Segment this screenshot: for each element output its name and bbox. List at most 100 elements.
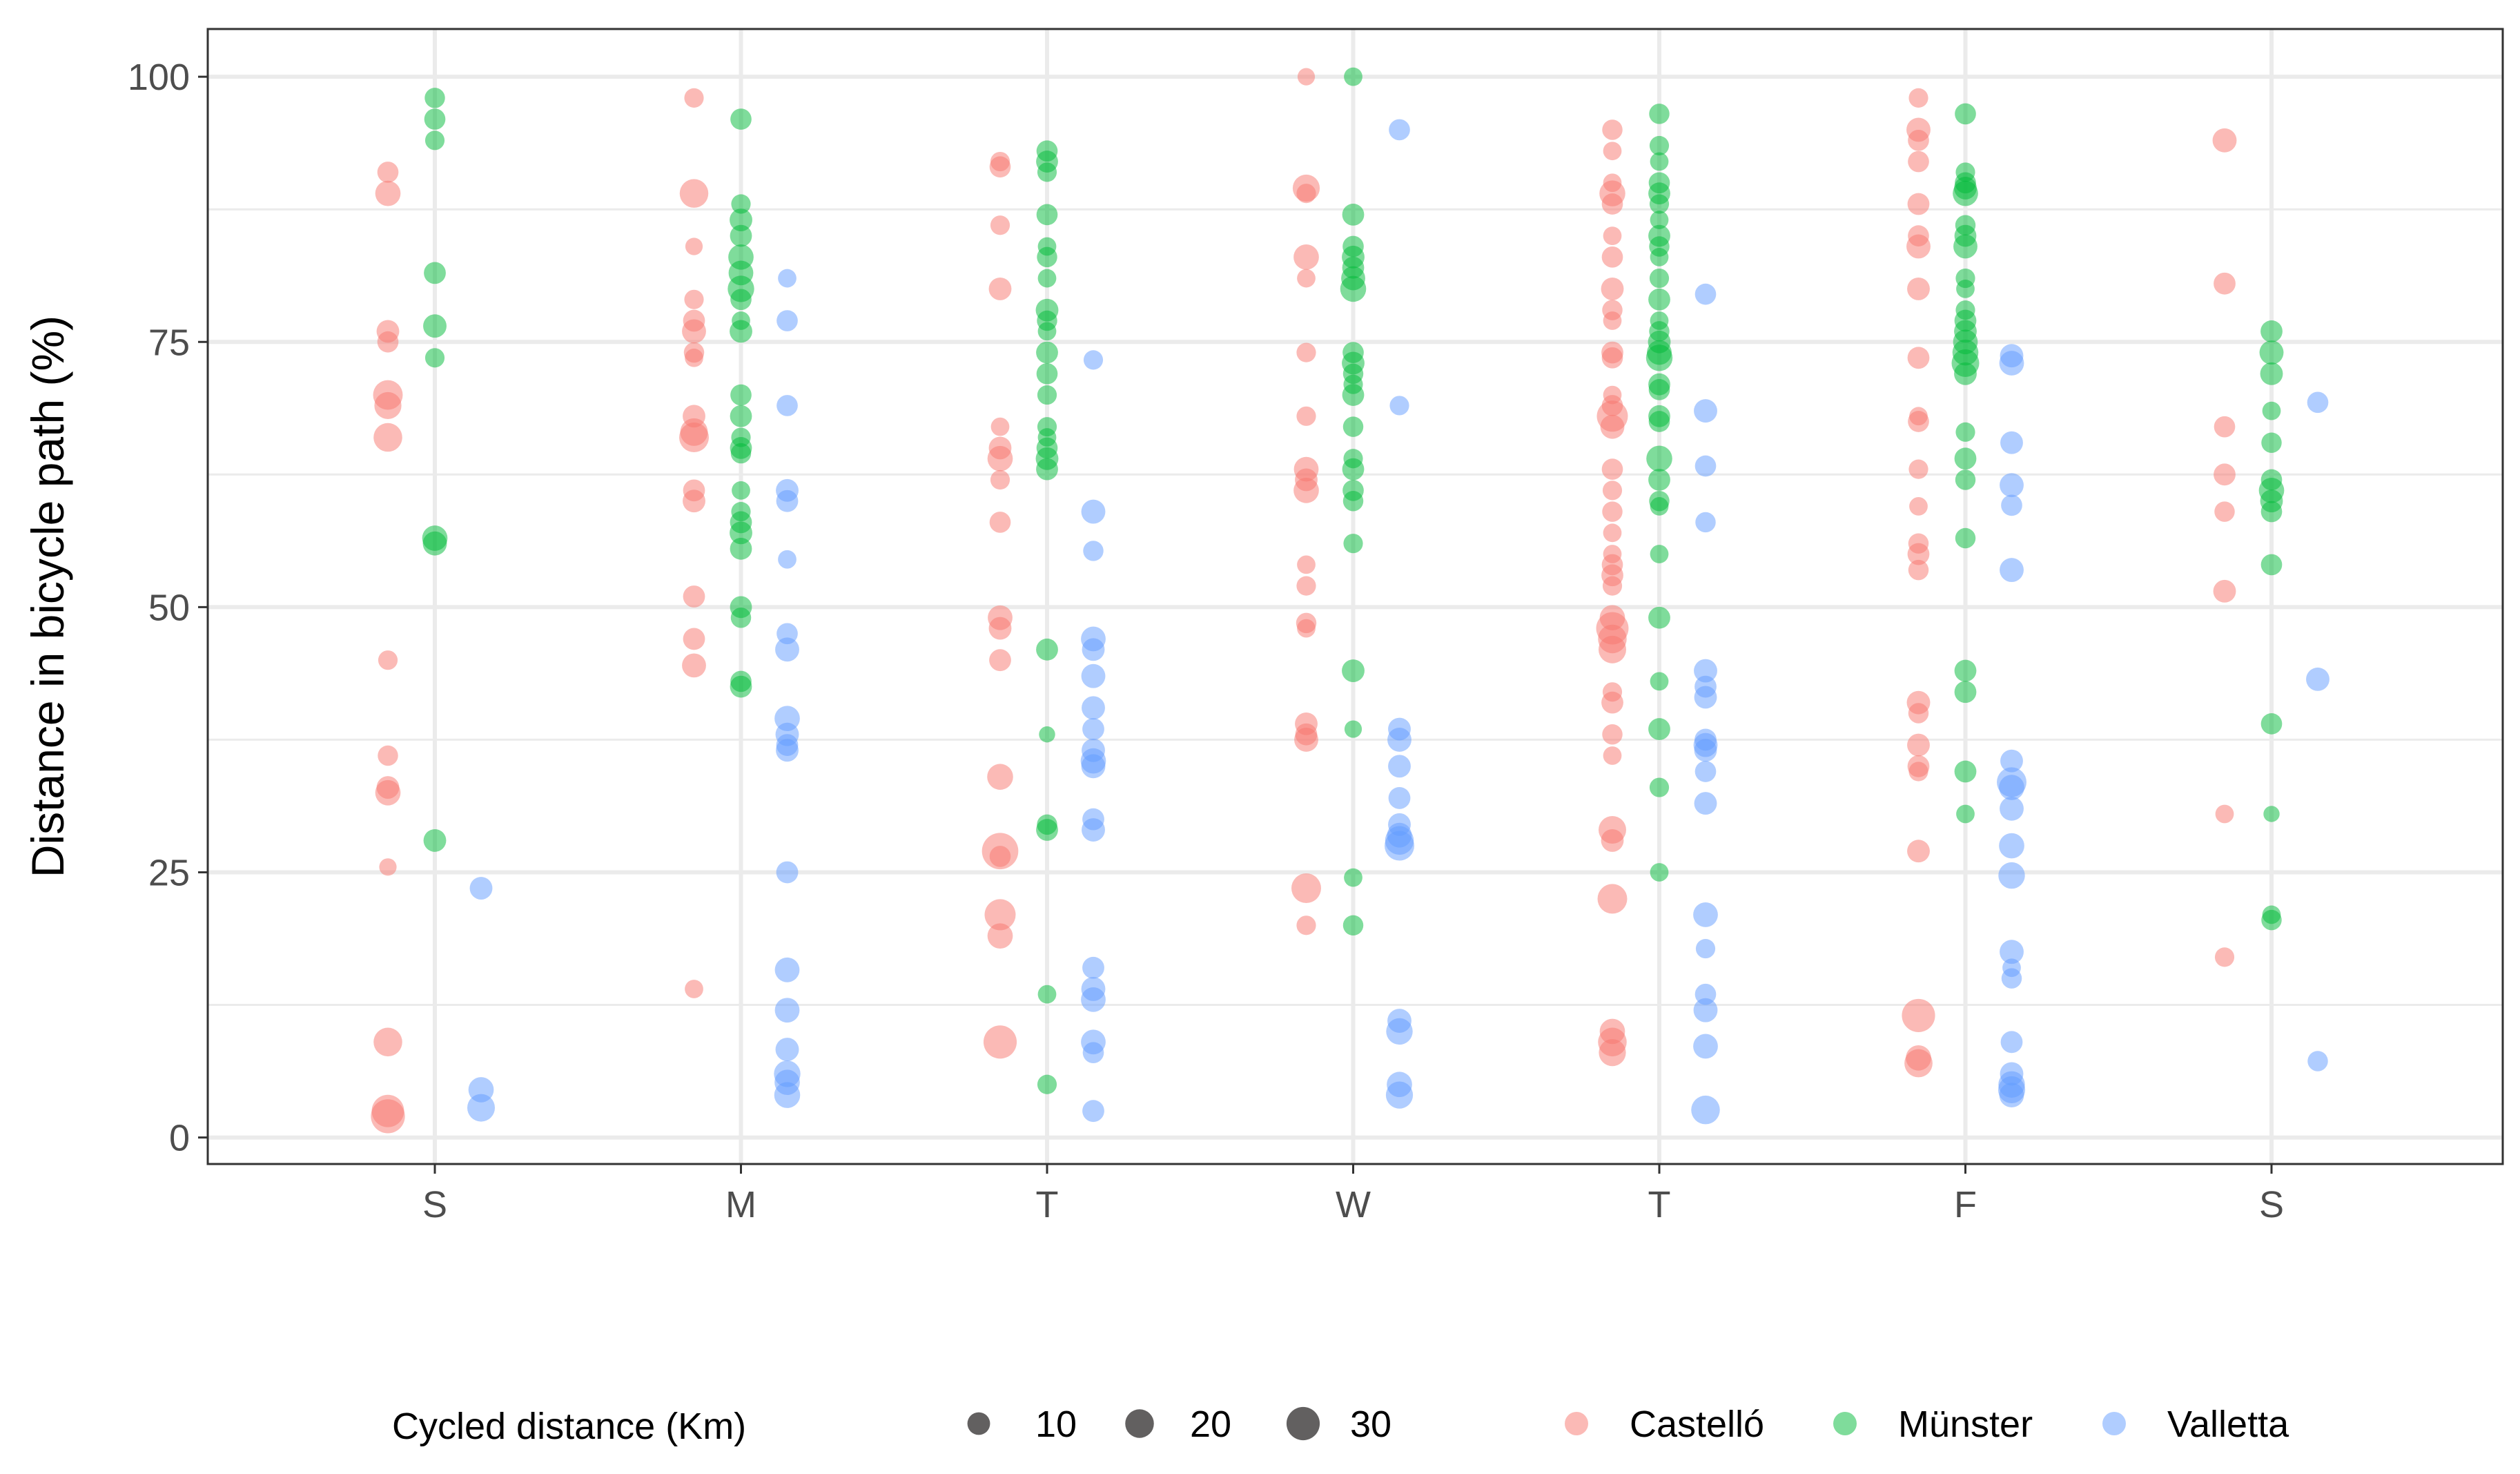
data-point xyxy=(1342,416,1364,437)
data-point xyxy=(1297,555,1316,574)
data-point xyxy=(1081,754,1106,779)
data-point xyxy=(990,469,1010,490)
data-point xyxy=(2307,1051,2328,1071)
data-point xyxy=(778,550,797,569)
data-point xyxy=(1648,606,1670,629)
data-point xyxy=(2000,558,2024,583)
data-point xyxy=(375,180,401,206)
data-point xyxy=(1695,512,1716,533)
data-point xyxy=(1601,691,1623,714)
data-point xyxy=(1601,828,1624,852)
data-point xyxy=(373,423,402,452)
data-point xyxy=(378,650,398,670)
data-point xyxy=(987,445,1013,472)
color-legend-label: Castelló xyxy=(1630,1404,1764,1445)
data-point xyxy=(1602,501,1623,522)
x-tick-label: T xyxy=(1648,1184,1671,1225)
data-point xyxy=(2000,749,2023,773)
data-point xyxy=(1036,819,1058,841)
data-point xyxy=(1902,998,1935,1032)
data-point xyxy=(1291,873,1321,904)
data-point xyxy=(1694,399,1717,423)
data-point xyxy=(1293,478,1319,503)
data-point xyxy=(1694,739,1717,762)
data-point xyxy=(732,481,750,500)
data-point xyxy=(379,858,397,876)
data-point xyxy=(1603,226,1622,245)
data-point xyxy=(1650,247,1669,266)
data-point xyxy=(2261,909,2282,931)
data-point xyxy=(1082,638,1105,661)
data-point xyxy=(987,923,1013,949)
data-point xyxy=(1385,1081,1414,1109)
data-point xyxy=(730,443,752,464)
data-point xyxy=(1694,283,1717,305)
data-point xyxy=(774,998,800,1023)
data-point xyxy=(2214,501,2235,522)
data-point xyxy=(1907,543,1930,565)
data-point xyxy=(1649,268,1670,289)
data-point xyxy=(377,331,399,353)
data-point xyxy=(683,585,705,608)
data-point xyxy=(983,1025,1017,1059)
size-legend-title: Cycled distance (Km) xyxy=(392,1406,746,1447)
data-point xyxy=(1603,311,1622,330)
data-point xyxy=(1650,863,1669,882)
data-point xyxy=(775,637,799,662)
data-point xyxy=(2263,806,2280,822)
x-tick-label: W xyxy=(1336,1184,1371,1225)
size-legend-label: 30 xyxy=(1350,1404,1391,1445)
data-point xyxy=(1908,559,1929,581)
data-point xyxy=(1650,497,1669,516)
data-point xyxy=(1388,755,1411,778)
data-point xyxy=(1603,142,1622,161)
size-legend-label: 20 xyxy=(1190,1404,1231,1445)
data-point xyxy=(1648,288,1670,311)
data-point xyxy=(1602,119,1623,140)
data-point xyxy=(1344,720,1362,738)
data-point xyxy=(679,179,709,208)
series-münster xyxy=(422,67,2285,1094)
data-point xyxy=(1908,762,1928,782)
y-tick-label: 50 xyxy=(148,587,190,628)
data-point xyxy=(1694,455,1717,477)
data-point xyxy=(2000,1031,2023,1054)
data-point xyxy=(1649,777,1670,797)
color-legend-key xyxy=(1565,1412,1588,1435)
panel-border xyxy=(206,28,2504,1165)
data-point xyxy=(1389,119,1410,141)
data-point xyxy=(424,262,446,284)
data-point xyxy=(2307,391,2329,414)
data-point xyxy=(1342,490,1364,512)
size-legend-key xyxy=(967,1412,990,1435)
data-point xyxy=(1645,345,1673,371)
data-point xyxy=(1083,350,1104,370)
data-point xyxy=(730,108,752,130)
data-point xyxy=(1083,541,1104,561)
size-legend-key xyxy=(1286,1406,1320,1441)
data-point xyxy=(375,779,401,806)
data-point xyxy=(1036,204,1058,226)
data-point xyxy=(989,512,1011,533)
data-point xyxy=(776,489,799,512)
data-point xyxy=(1037,162,1057,182)
data-point xyxy=(683,489,705,513)
data-point xyxy=(730,405,752,427)
data-point xyxy=(2260,713,2283,735)
y-tick-label: 75 xyxy=(148,322,190,363)
data-point xyxy=(988,617,1012,640)
data-point xyxy=(1999,833,2024,859)
data-point xyxy=(1603,523,1622,543)
data-point xyxy=(1342,915,1364,936)
data-point xyxy=(373,1027,402,1057)
data-point xyxy=(2001,494,2022,516)
data-point xyxy=(776,395,798,416)
y-tick-label: 100 xyxy=(128,57,190,98)
data-point xyxy=(1954,447,1977,470)
data-point xyxy=(2214,416,2236,438)
data-point xyxy=(1907,347,1930,369)
data-point xyxy=(1954,760,1977,783)
data-point xyxy=(1294,727,1318,752)
data-point xyxy=(1648,411,1670,432)
